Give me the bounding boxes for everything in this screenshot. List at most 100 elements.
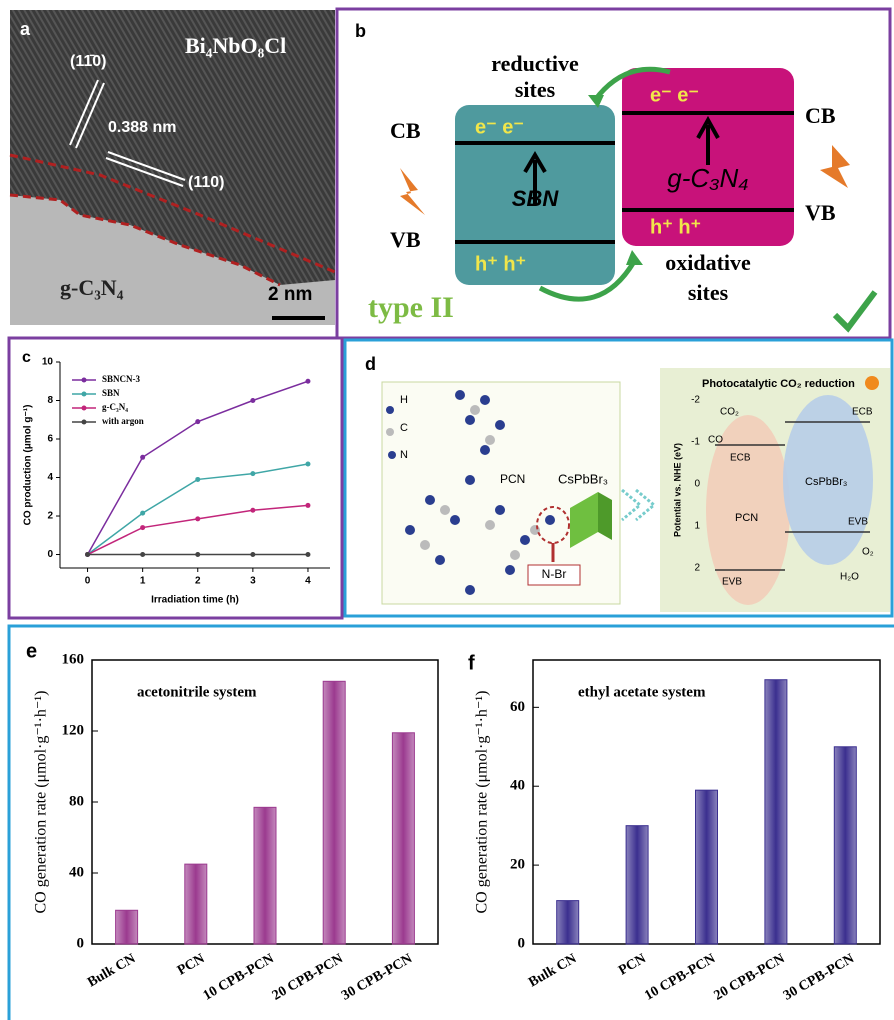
atom-n bbox=[388, 451, 396, 459]
marker bbox=[305, 462, 310, 467]
label: PCN bbox=[500, 472, 525, 486]
label: C bbox=[400, 422, 408, 434]
x-tick-label: 4 bbox=[305, 576, 311, 587]
label: H bbox=[400, 394, 408, 406]
label: O₂ bbox=[862, 547, 874, 558]
check-icon bbox=[835, 292, 875, 328]
bar bbox=[392, 733, 414, 944]
label: CO₂ bbox=[720, 407, 739, 418]
label: reductive bbox=[491, 51, 579, 76]
y-axis-title: CO production (μmol g⁻¹) bbox=[23, 405, 34, 526]
marker bbox=[305, 379, 310, 384]
legend-marker bbox=[82, 406, 87, 411]
x-tick-label: 30 CPB-PCN bbox=[781, 951, 857, 1003]
tick-label: 0 bbox=[694, 479, 700, 490]
cube bbox=[598, 492, 612, 540]
bar bbox=[323, 681, 345, 944]
x-tick-label: 3 bbox=[250, 576, 256, 587]
figure: a Bi₄NbO₈Cl (11̄0) 0.388 nm (110) g-C₃N₄… bbox=[0, 0, 894, 1020]
y-tick-label: 6 bbox=[47, 434, 53, 445]
legend-label: SBN bbox=[102, 388, 120, 398]
label: CB bbox=[390, 118, 421, 143]
y-axis-title: CO generation rate (μmol·g⁻¹·h⁻¹) bbox=[474, 691, 491, 914]
x-tick-label: 10 CPB-PCN bbox=[642, 951, 718, 1003]
label: EVB bbox=[722, 577, 742, 588]
x-tick-label: Bulk CN bbox=[85, 951, 138, 990]
marker bbox=[250, 471, 255, 476]
legend-label: g-C₃N₄ bbox=[102, 402, 128, 412]
y-axis-title: CO generation rate (μmol·g⁻¹·h⁻¹) bbox=[33, 691, 50, 914]
label: Potential vs. NHE (eV) bbox=[672, 443, 682, 537]
label: 2 nm bbox=[268, 284, 312, 305]
y-tick-label: 0 bbox=[518, 935, 526, 951]
bar bbox=[765, 680, 787, 944]
y-tick-label: 40 bbox=[69, 864, 84, 880]
label: VB bbox=[805, 200, 836, 225]
label: h⁺ h⁺ bbox=[475, 253, 526, 275]
label: sites bbox=[688, 280, 729, 305]
label: EVB bbox=[848, 517, 868, 528]
label: (11̄0) bbox=[70, 53, 106, 70]
marker bbox=[195, 419, 200, 424]
x-tick-label: 1 bbox=[140, 576, 146, 587]
label: e⁻ e⁻ bbox=[475, 116, 524, 138]
marker bbox=[140, 455, 145, 460]
marker bbox=[85, 552, 90, 557]
label: (110) bbox=[188, 174, 224, 191]
label: g-C₃N₄ bbox=[60, 275, 124, 300]
pcn-panel bbox=[382, 382, 620, 604]
label: VB bbox=[390, 227, 421, 252]
label: Photocatalytic CO₂ reduction bbox=[702, 378, 855, 390]
y-tick-label: 160 bbox=[62, 651, 85, 667]
y-tick-label: 120 bbox=[62, 722, 85, 738]
legend-label: SBNCN-3 bbox=[102, 374, 141, 384]
bar bbox=[254, 807, 276, 944]
light-icon bbox=[820, 145, 850, 188]
label: h⁺ h⁺ bbox=[650, 216, 701, 238]
x-axis-title: Irradiation time (h) bbox=[151, 595, 239, 606]
label: ECB bbox=[730, 453, 751, 464]
panel-label: f bbox=[468, 652, 475, 674]
tick-label: -1 bbox=[691, 437, 700, 448]
y-tick-label: 4 bbox=[47, 472, 53, 483]
marker bbox=[195, 552, 200, 557]
label: ECB bbox=[852, 407, 873, 418]
page: a Bi₄NbO₈Cl (11̄0) 0.388 nm (110) g-C₃N₄… bbox=[0, 0, 894, 1020]
marker bbox=[195, 477, 200, 482]
bar bbox=[185, 864, 207, 944]
x-tick-label: 10 CPB-PCN bbox=[201, 951, 277, 1003]
label: oxidative bbox=[665, 250, 751, 275]
x-tick-label: PCN bbox=[616, 951, 648, 978]
label: 0.388 nm bbox=[108, 119, 176, 136]
marker bbox=[250, 398, 255, 403]
bar bbox=[116, 910, 138, 944]
panel-label: c bbox=[22, 349, 31, 366]
y-tick-label: 80 bbox=[69, 793, 84, 809]
x-tick-label: PCN bbox=[175, 951, 207, 978]
marker bbox=[195, 516, 200, 521]
x-tick-label: 2 bbox=[195, 576, 201, 587]
label: sites bbox=[515, 77, 556, 102]
x-tick-label: 0 bbox=[85, 576, 91, 587]
annotation: ethyl acetate system bbox=[578, 684, 706, 700]
marker bbox=[250, 552, 255, 557]
label: N bbox=[400, 449, 408, 461]
marker bbox=[140, 552, 145, 557]
marker bbox=[140, 525, 145, 530]
y-tick-label: 2 bbox=[47, 511, 53, 522]
tick-label: 1 bbox=[694, 521, 700, 532]
bar bbox=[557, 901, 579, 944]
panel-label: e bbox=[26, 640, 37, 662]
marker bbox=[250, 508, 255, 513]
label: SBN bbox=[512, 186, 560, 211]
x-tick-label: 20 CPB-PCN bbox=[712, 951, 788, 1003]
legend-marker bbox=[82, 392, 87, 397]
label: PCN bbox=[735, 512, 758, 524]
y-tick-label: 10 bbox=[42, 357, 54, 368]
y-tick-label: 40 bbox=[510, 778, 525, 794]
y-tick-label: 8 bbox=[47, 395, 53, 406]
label: Bi₄NbO₈Cl bbox=[185, 33, 286, 58]
panel-label: d bbox=[365, 354, 376, 374]
y-tick-label: 0 bbox=[77, 935, 85, 951]
y-tick-label: 60 bbox=[510, 699, 525, 715]
